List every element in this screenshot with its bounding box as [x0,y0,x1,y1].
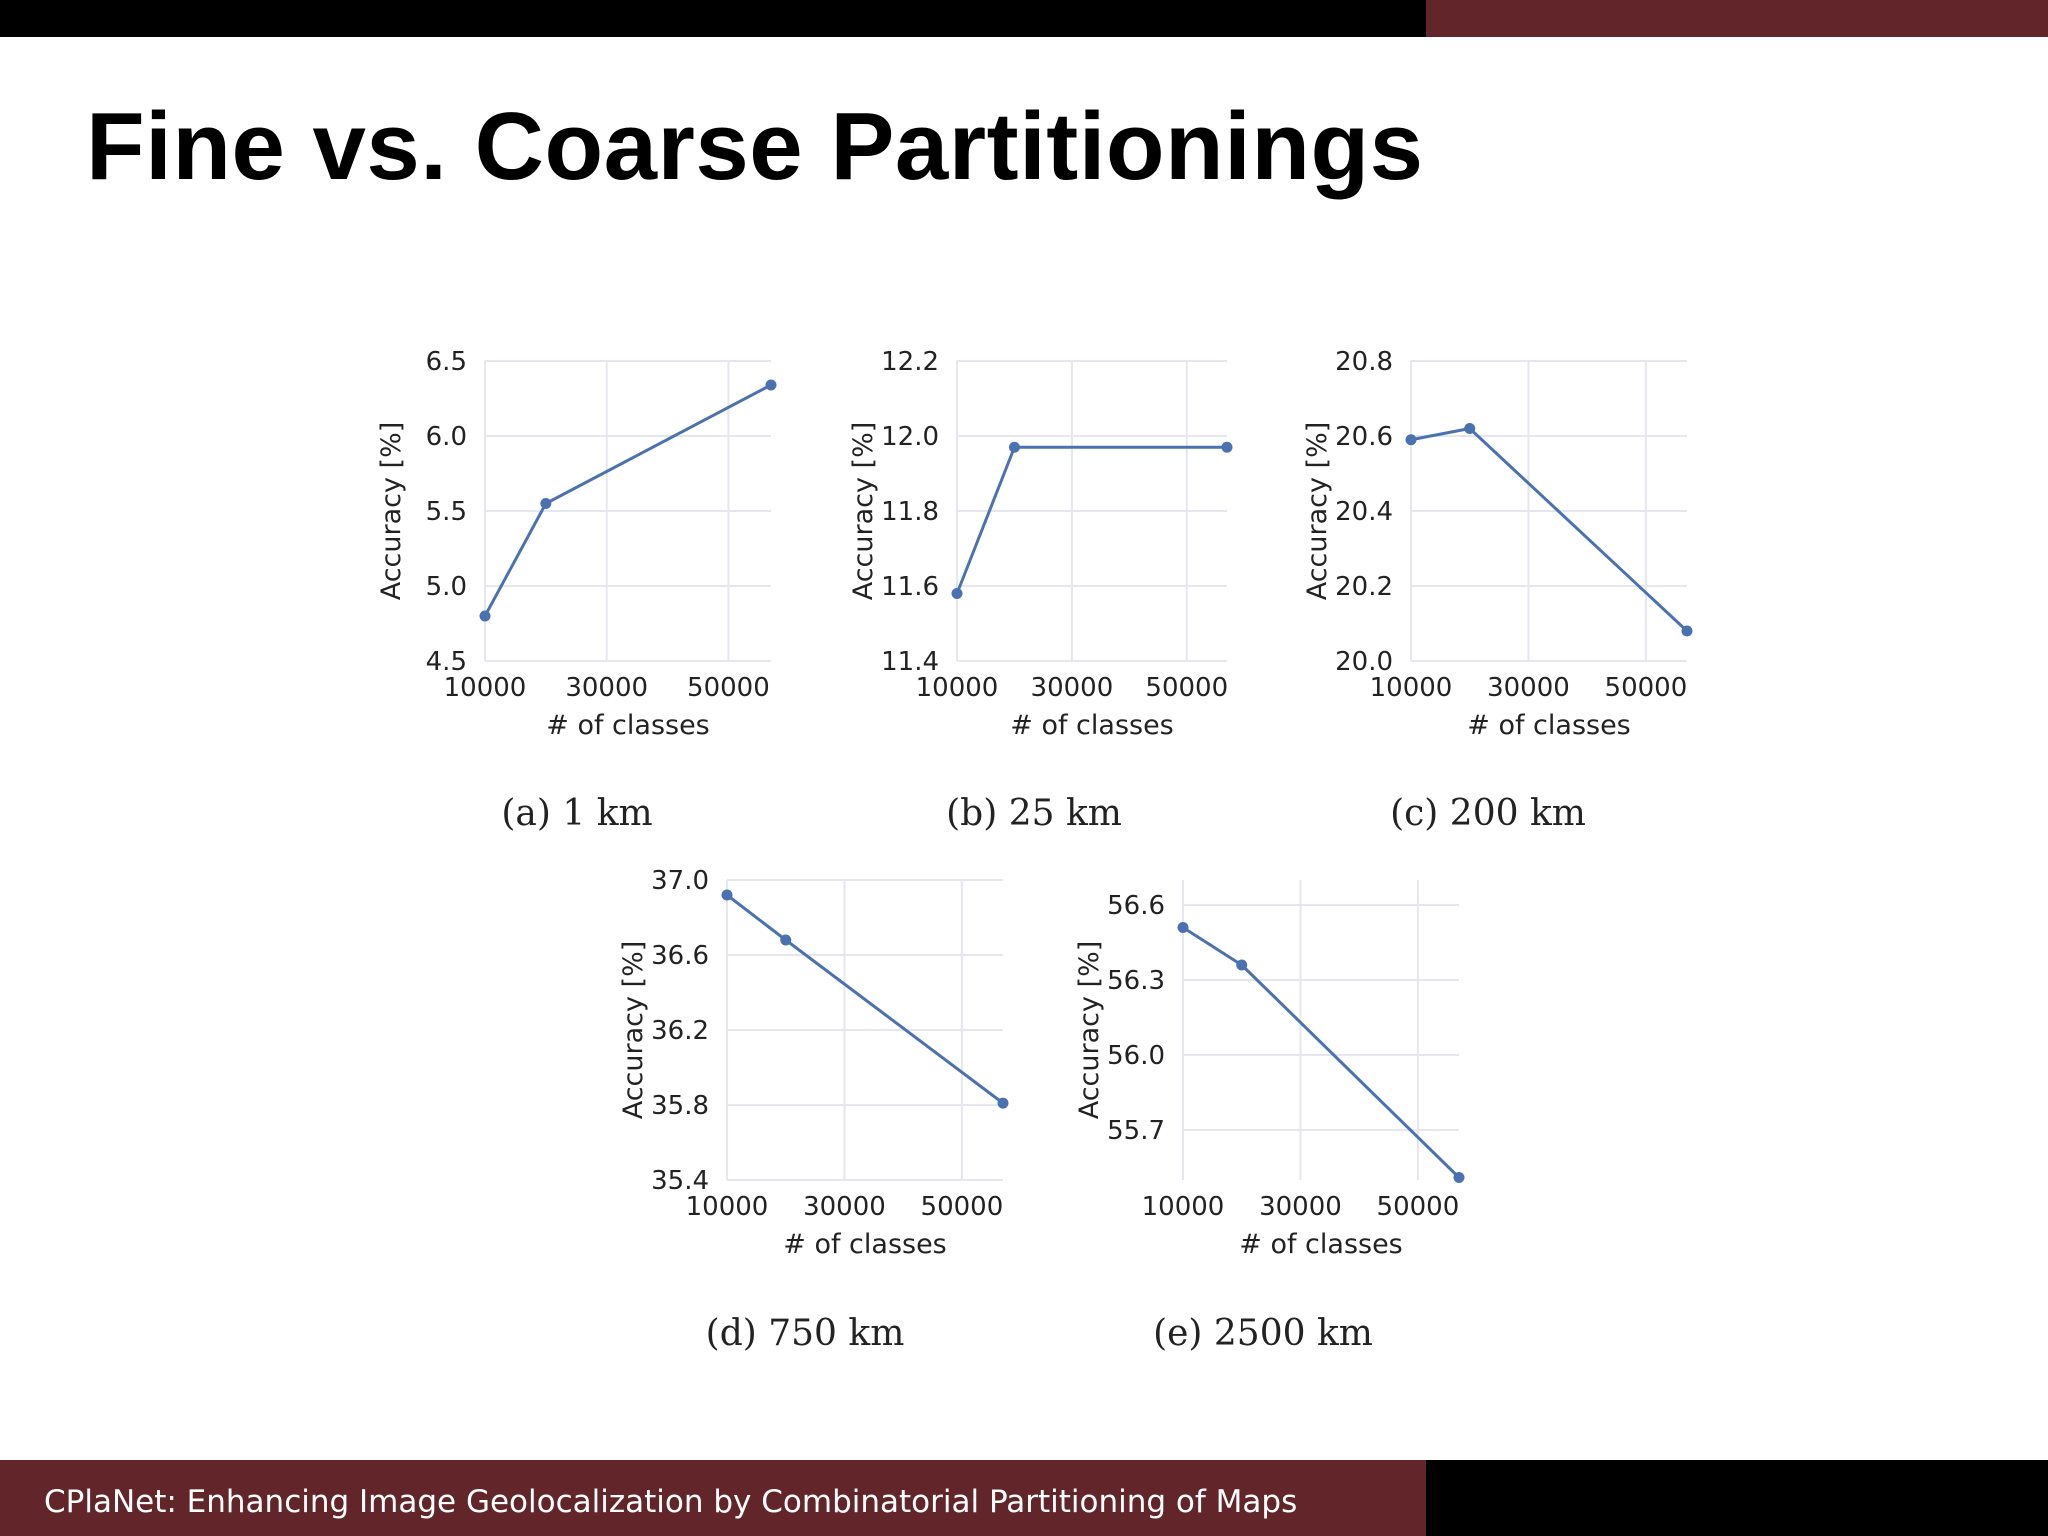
x-tick-label: 30000 [1487,673,1570,703]
x-tick-label: 30000 [803,1192,886,1222]
y-tick-label: 35.4 [651,1166,709,1196]
y-tick-label: 55.7 [1107,1116,1165,1146]
y-tick-label: 6.0 [426,422,467,452]
y-tick-label: 20.8 [1335,347,1393,377]
data-point [540,498,552,509]
y-tick-label: 56.6 [1107,891,1165,921]
top-bar-dark [0,0,1426,37]
footer-text: CPlaNet: Enhancing Image Geolocalization… [44,1484,1298,1520]
y-tick-label: 56.3 [1107,966,1165,996]
y-tick-label: 20.2 [1335,572,1393,602]
data-point [721,889,733,901]
x-tick-label: 30000 [1259,1192,1342,1222]
y-tick-label: 11.4 [881,647,939,677]
x-axis-label: # of classes [783,1229,947,1260]
data-point [1177,922,1189,933]
data-point [951,588,963,599]
chart-panel: 10000 30000 50000 11.4 11.6 11.8 12.0 12.2 # of … [848,347,1233,834]
y-tick-label: 12.0 [881,422,939,452]
footer-bar [0,1460,1426,1536]
footer-bar-dark [1426,1460,2048,1536]
y-tick-label: 4.5 [426,647,467,677]
x-tick-label: 10000 [1370,673,1453,703]
data-point [479,610,491,622]
data-point [1464,423,1476,434]
chart-caption: (c) 200 km [1390,793,1586,834]
data-point [1453,1172,1465,1183]
chart-panel: 10000 30000 50000 4.5 5.0 5.5 6.0 6.5 # of class… [376,347,777,834]
y-tick-label: 12.2 [881,347,939,377]
x-tick-label: 50000 [1145,673,1228,703]
y-tick-label: 20.6 [1335,422,1393,452]
data-point [1221,441,1233,453]
x-tick-label: 30000 [565,673,648,703]
y-axis-label: Accuracy [%] [618,941,649,1120]
y-tick-label: 36.6 [651,941,709,971]
y-tick-label: 6.5 [426,347,467,377]
chart-caption: (d) 750 km [706,1313,905,1354]
x-axis-label: # of classes [1239,1229,1403,1260]
chart-panel: 10000 30000 50000 20.0 20.2 20.4 20.6 20.8 # of … [1302,347,1693,834]
data-point [1236,959,1248,971]
y-axis-label: Accuracy [%] [376,422,407,601]
data-point [1405,434,1417,446]
top-bar-accent [1426,0,2048,37]
y-tick-label: 35.8 [651,1091,709,1121]
x-axis-label: # of classes [546,710,710,741]
y-tick-label: 5.5 [426,497,467,527]
y-tick-label: 20.4 [1335,497,1393,527]
x-axis-label: # of classes [1467,710,1631,741]
y-tick-label: 11.6 [881,572,939,602]
x-tick-label: 10000 [444,673,527,703]
x-tick-label: 50000 [1605,673,1688,703]
chart-panel: 10000 30000 50000 35.4 35.8 36.2 36.6 37.0 # of … [618,866,1009,1354]
slide-title: Fine vs. Coarse Partitionings [86,93,1424,200]
data-point [997,1097,1009,1109]
data-point [1681,625,1693,637]
x-tick-label: 30000 [1031,673,1114,703]
x-tick-label: 50000 [1377,1192,1460,1222]
x-tick-label: 10000 [1142,1192,1225,1222]
y-tick-label: 5.0 [426,572,467,602]
y-tick-label: 20.0 [1335,647,1393,677]
y-axis-label: Accuracy [%] [1302,422,1333,601]
x-tick-label: 50000 [687,673,770,703]
x-tick-label: 10000 [916,673,999,703]
chart-panel: 10000 30000 50000 55.7 56.0 56.3 56.6 # of clas… [1074,880,1465,1354]
y-axis-label: Accuracy [%] [1074,941,1105,1120]
data-point [765,379,777,391]
chart-caption: (b) 25 km [946,793,1122,834]
x-axis-label: # of classes [1010,710,1174,741]
x-tick-label: 50000 [921,1192,1004,1222]
chart-caption: (e) 2500 km [1153,1313,1373,1354]
y-axis-label: Accuracy [%] [848,422,879,601]
x-tick-label: 10000 [686,1192,769,1222]
y-tick-label: 36.2 [651,1016,709,1046]
chart-caption: (a) 1 km [501,793,652,834]
y-tick-label: 11.8 [881,497,939,527]
y-tick-label: 37.0 [651,866,709,896]
y-tick-label: 56.0 [1107,1041,1165,1071]
data-point [1008,441,1020,453]
data-point [780,934,792,946]
